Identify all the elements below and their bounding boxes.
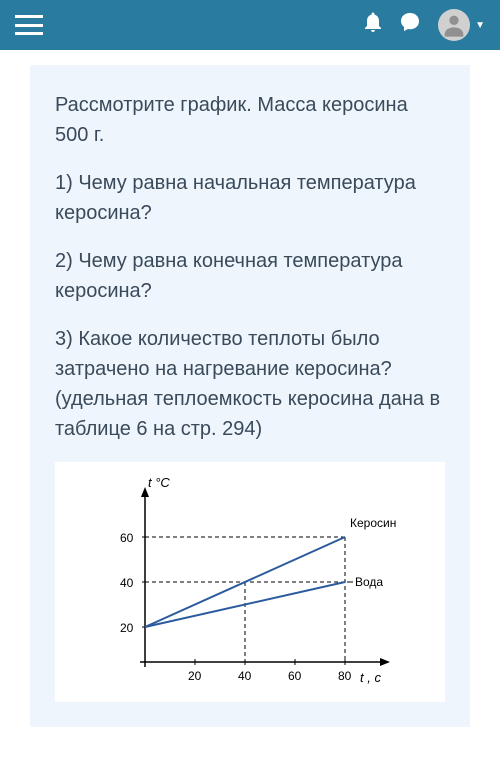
xtick-20: 20 [188,669,202,683]
xtick-40: 40 [238,669,252,683]
chat-icon[interactable] [400,12,420,38]
question-2: 2) Чему равна конечная температура керос… [55,246,445,306]
question-3: 3) Какое количество теплоты было затраче… [55,324,445,444]
kerosene-label: Керосин [350,516,396,530]
content-area: Рассмотрите график. Масса керосина 500 г… [0,50,500,742]
avatar-icon [438,9,470,41]
xtick-60: 60 [288,669,302,683]
header-actions: ▼ [364,9,485,41]
ytick-60: 60 [120,531,134,545]
y-axis-label: t °C [148,475,170,490]
chart-panel: t °C t , с 20 40 60 20 40 [55,462,445,702]
question-1: 1) Чему равна начальная температура керо… [55,168,445,228]
hamburger-menu-icon[interactable] [15,15,43,35]
question-intro: Рассмотрите график. Масса керосина 500 г… [55,90,445,150]
app-header: ▼ [0,0,500,50]
chevron-down-icon: ▼ [475,20,485,31]
ytick-20: 20 [120,621,134,635]
user-menu[interactable]: ▼ [438,9,485,41]
question-panel: Рассмотрите график. Масса керосина 500 г… [30,65,470,727]
xtick-80: 80 [338,669,352,683]
x-axis-label: t , с [360,670,381,685]
ytick-40: 40 [120,576,134,590]
notifications-icon[interactable] [364,12,382,38]
x-axis-arrow [380,658,390,666]
water-label: Вода [355,575,383,589]
temperature-chart: t °C t , с 20 40 60 20 40 [90,472,410,692]
